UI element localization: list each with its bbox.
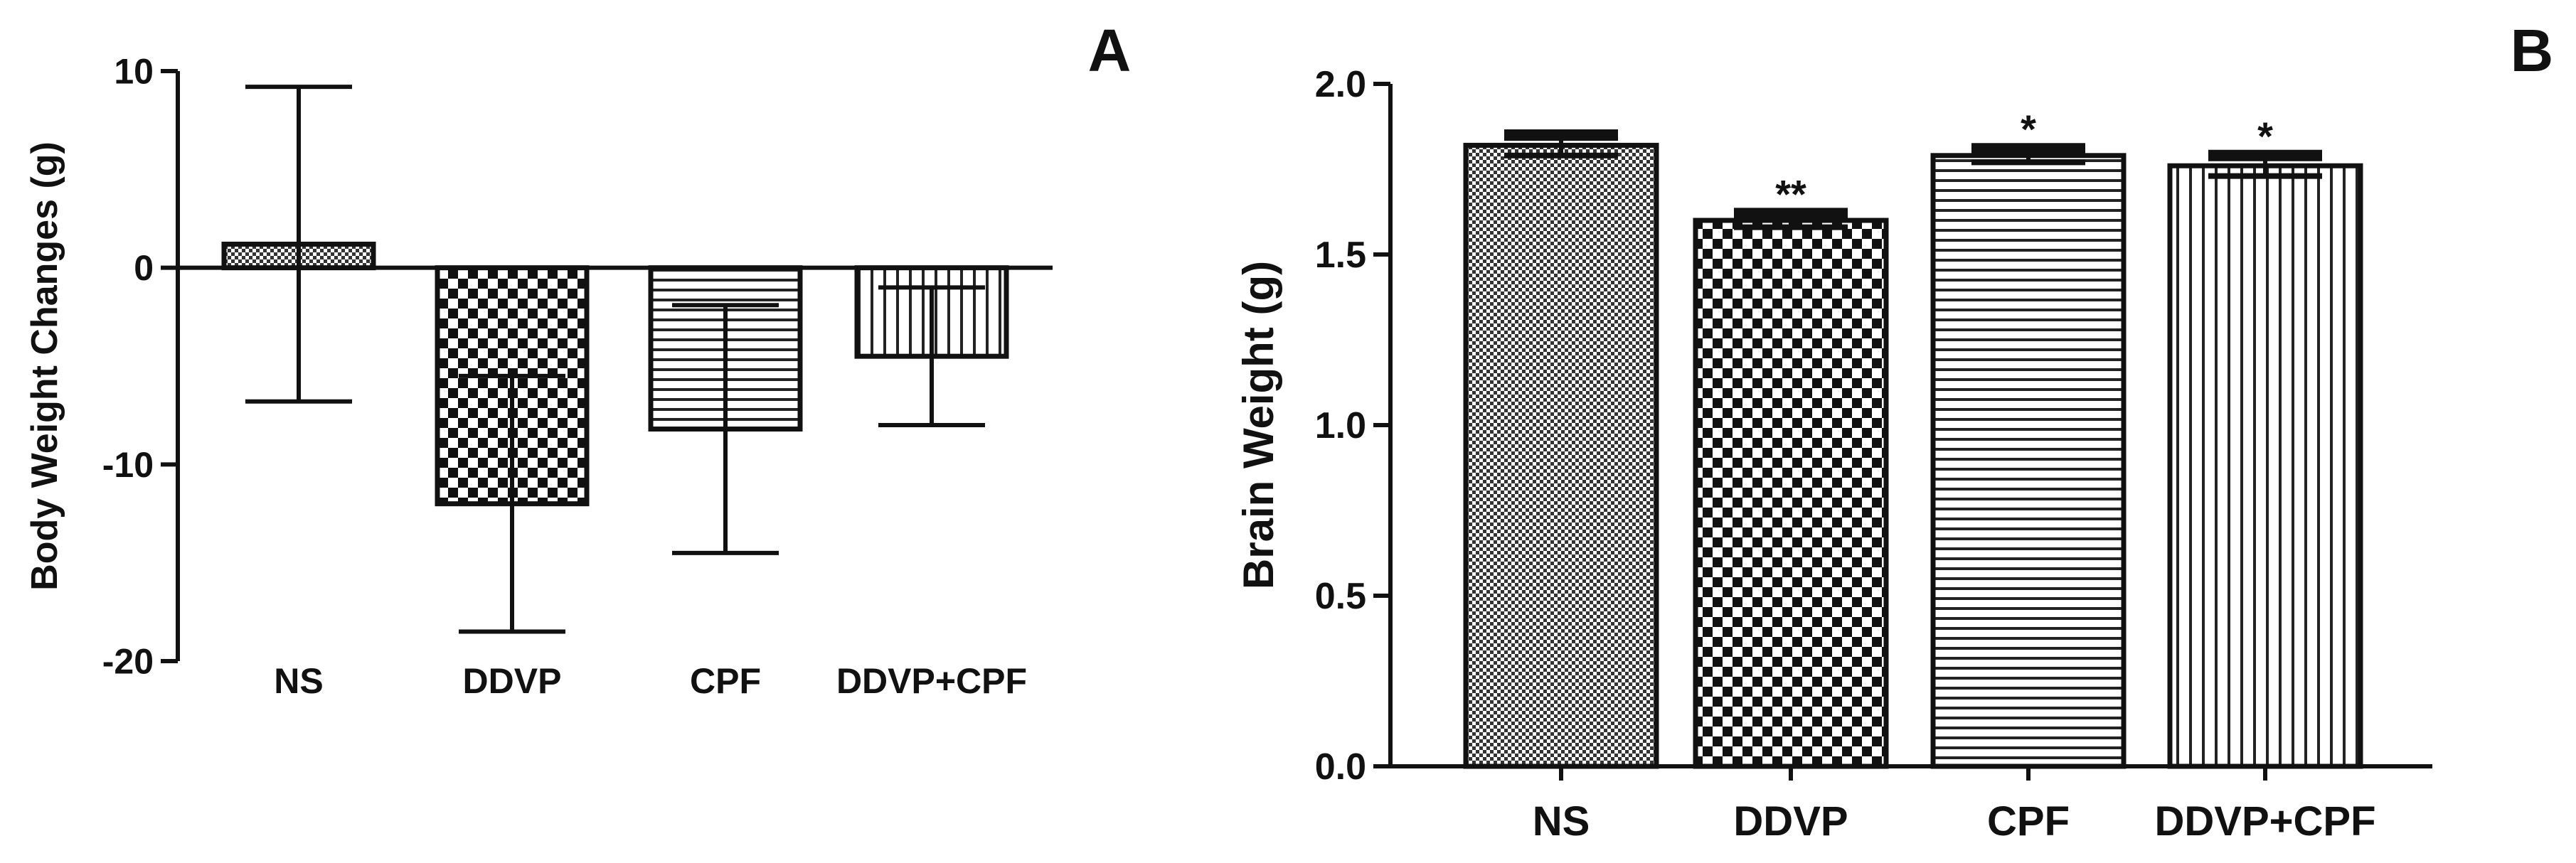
bar xyxy=(1930,153,2127,769)
x-tick-label: DDVP+CPF xyxy=(2154,798,2375,845)
bar xyxy=(1463,142,1659,769)
y-tick-label: 10 xyxy=(114,52,154,92)
significance-label: * xyxy=(2021,107,2036,151)
y-tick-label: 0.5 xyxy=(1315,576,1366,617)
y-tick-label: 0 xyxy=(134,248,154,288)
x-tick-label: NS xyxy=(274,661,323,701)
panel-a: 10 0 -10 -20 Body Weight Changes (g) NS DDVP CP… xyxy=(24,17,1131,701)
y-tick-label: -10 xyxy=(102,445,154,485)
y-axis-title: Body Weight Changes (g) xyxy=(24,141,65,591)
panel-letter: B xyxy=(2511,17,2554,84)
y-tick-label: 1.0 xyxy=(1315,405,1366,446)
y-axis-title: Brain Weight (g) xyxy=(1235,261,1282,589)
bar xyxy=(2167,163,2363,769)
x-tick-label: NS xyxy=(1533,798,1590,845)
x-tick-label: DDVP+CPF xyxy=(836,661,1027,701)
y-tick-label: 0.0 xyxy=(1315,746,1366,788)
x-tick-label: CPF xyxy=(690,661,761,701)
panel-letter: A xyxy=(1088,17,1132,84)
y-tick-label: 2.0 xyxy=(1315,64,1366,105)
y-tick-label: 1.5 xyxy=(1315,235,1366,276)
x-tick-label: DDVP xyxy=(1733,798,1848,845)
significance-label: * xyxy=(2257,114,2273,159)
significance-label: ** xyxy=(1775,171,1806,216)
bar xyxy=(1693,218,1889,769)
x-tick-label: DDVP xyxy=(463,661,562,701)
x-tick-label: CPF xyxy=(1987,798,2070,845)
y-tick-label: -20 xyxy=(102,642,154,682)
